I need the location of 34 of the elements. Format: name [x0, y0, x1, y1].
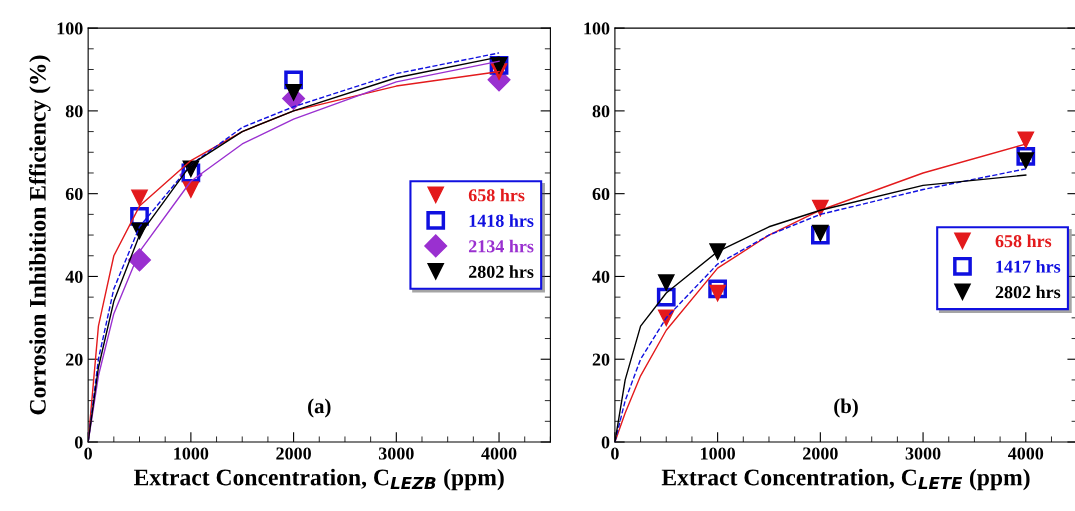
- y-axis-title: Corrosion Inhibition Efficiency (%): [28, 55, 51, 415]
- legend-label: 1417 hrs: [996, 260, 1061, 273]
- legend-label: 2802 hrs: [468, 265, 534, 278]
- x-tick-label: 2000: [276, 447, 311, 460]
- x-tick-label: 4000: [1007, 447, 1044, 460]
- x-tick-label: 1000: [174, 447, 209, 460]
- legend-label: 658 hrs: [468, 188, 525, 202]
- x-tick-label: 1000: [701, 447, 735, 460]
- legend-label: 658 hrs: [995, 234, 1052, 248]
- x-tick-label: 0: [611, 447, 619, 460]
- x-axis-title: Extract Concentration, C$_{LETE}$ (ppm): [661, 468, 1030, 491]
- legend-label: 2134 hrs: [468, 239, 534, 253]
- y-tick-label: 80: [592, 105, 610, 118]
- y-tick-label: 20: [65, 353, 83, 366]
- y-tick-label: 0: [74, 436, 83, 449]
- y-tick-label: 80: [65, 105, 83, 118]
- y-tick-label: 40: [592, 270, 610, 283]
- y-tick-label: 0: [601, 436, 610, 449]
- y-tick-label: 60: [592, 187, 610, 201]
- annotation: (b): [834, 398, 858, 418]
- y-tick-label: 100: [584, 22, 610, 35]
- legend-label: 1418 hrs: [469, 214, 534, 227]
- y-tick-label: 40: [65, 270, 83, 283]
- x-tick-label: 4000: [481, 447, 517, 460]
- x-tick-label: 3000: [378, 447, 414, 460]
- x-tick-label: 3000: [905, 447, 941, 460]
- x-tick-label: 0: [84, 447, 92, 460]
- annotation: (a): [308, 398, 331, 418]
- y-tick-label: 60: [65, 187, 83, 201]
- legend-label: 2802 hrs: [995, 285, 1061, 299]
- x-tick-label: 2000: [803, 447, 838, 460]
- x-axis-title: Extract Concentration, C$_{LEZB}$ (ppm): [133, 468, 504, 491]
- y-tick-label: 100: [57, 22, 83, 35]
- y-tick-label: 20: [592, 353, 610, 366]
